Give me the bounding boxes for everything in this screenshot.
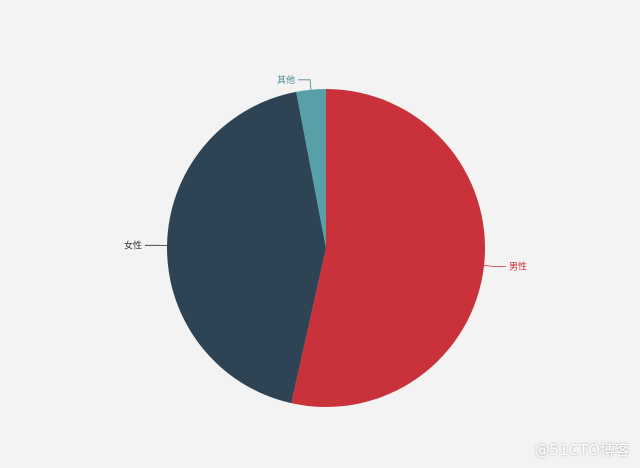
pie-labels: 男性 女性 其他 (124, 74, 527, 273)
pie-label-female: 女性 (124, 239, 142, 251)
pie-slice-female[interactable] (167, 91, 326, 404)
pie-leader-line-other (298, 79, 312, 90)
pie-label-other: 其他 (277, 74, 295, 86)
pie-leader-line-male (483, 265, 506, 267)
pie-slice-male[interactable] (291, 89, 486, 408)
pie-label-male: 男性 (509, 261, 527, 273)
pie-slice-other[interactable] (296, 89, 326, 248)
pie-slices (167, 89, 486, 408)
watermark: @51CTO博客 (534, 441, 630, 459)
